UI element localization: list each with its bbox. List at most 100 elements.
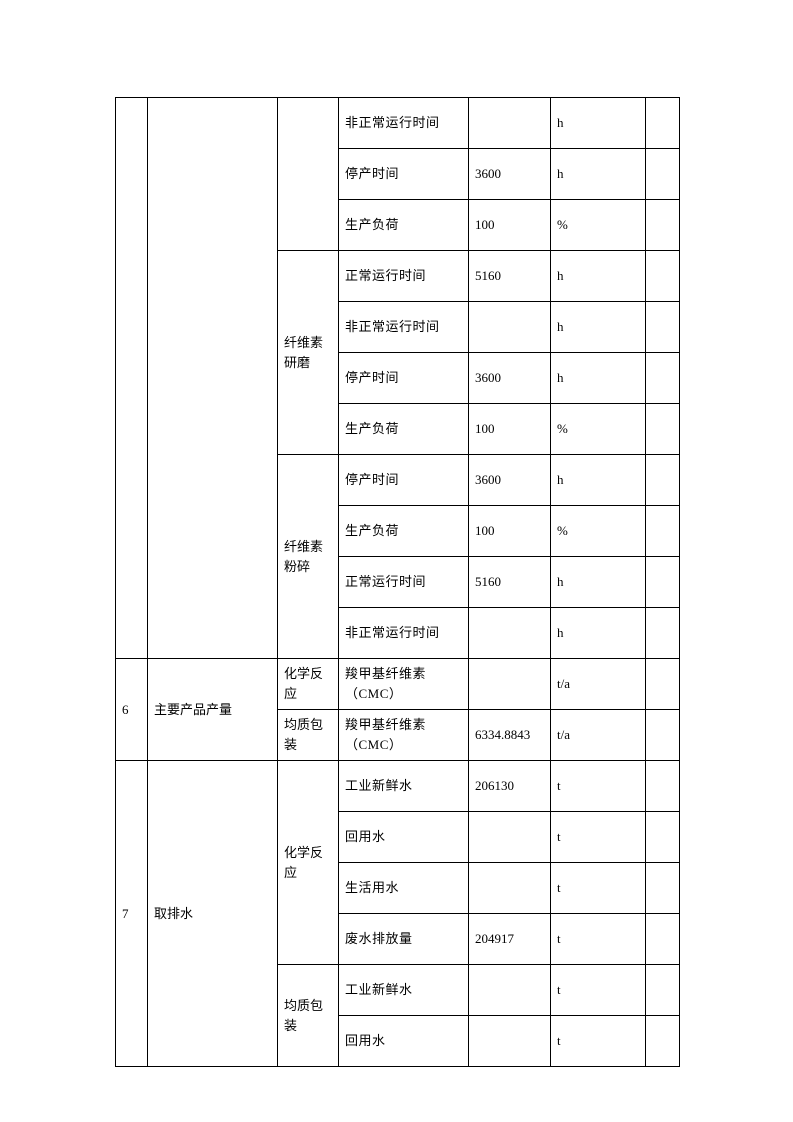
spare-cell xyxy=(645,709,680,761)
table-row: 7 取排水 化学反 应 工业新鲜水 206130 t xyxy=(115,760,680,1067)
value-cell xyxy=(468,862,551,914)
row-number-cell xyxy=(115,97,148,659)
category-cell: 取排水 xyxy=(147,760,278,1067)
spare-cell xyxy=(645,454,680,506)
spare-cell xyxy=(645,862,680,914)
value-cell: 206130 xyxy=(468,760,551,812)
table-row: 非正常运行时间 h xyxy=(116,607,680,659)
unit-cell: h xyxy=(550,352,646,404)
item-cell: 工业新鲜水 xyxy=(338,964,469,1016)
table-row: 停产时间 3600 h xyxy=(116,148,680,200)
unit-cell: t xyxy=(550,760,646,812)
unit-cell: t xyxy=(550,811,646,863)
spare-cell xyxy=(645,403,680,455)
unit-cell: h xyxy=(550,607,646,659)
value-cell xyxy=(468,658,551,710)
value-cell: 3600 xyxy=(468,454,551,506)
spare-cell xyxy=(645,913,680,965)
table-row: 非正常运行时间 h xyxy=(115,97,680,659)
spare-cell xyxy=(645,556,680,608)
spare-cell xyxy=(645,352,680,404)
item-cell: 正常运行时间 xyxy=(338,250,469,302)
unit-cell: t/a xyxy=(550,658,646,710)
table-row: 均质包 装 羧甲基纤维素 （CMC） 6334.8843 t/a xyxy=(116,709,680,761)
spare-cell xyxy=(645,607,680,659)
row-number-cell: 7 xyxy=(115,760,148,1067)
unit-cell: % xyxy=(550,403,646,455)
unit-cell: h xyxy=(550,556,646,608)
unit-cell: h xyxy=(550,454,646,506)
table-row: 均质包 装 工业新鲜水 t xyxy=(116,964,680,1067)
value-cell: 3600 xyxy=(468,352,551,404)
item-cell: 回用水 xyxy=(338,1015,469,1067)
value-cell xyxy=(468,607,551,659)
table-row: 废水排放量 204917 t xyxy=(116,913,680,965)
spare-cell xyxy=(645,811,680,863)
item-cell: 正常运行时间 xyxy=(338,556,469,608)
spare-cell xyxy=(645,148,680,200)
table-row: 停产时间 3600 h xyxy=(116,352,680,404)
item-cell: 工业新鲜水 xyxy=(338,760,469,812)
table-row: 正常运行时间 5160 h xyxy=(116,556,680,608)
unit-cell: % xyxy=(550,505,646,557)
subcategory-cell: 化学反 应 xyxy=(277,658,339,710)
process-data-table: 非正常运行时间 h 停产时间 3600 h 生产负荷 100 % 纤维素 研磨 … xyxy=(115,97,680,1067)
spare-cell xyxy=(645,250,680,302)
table-row: 6 主要产品产量 化学反 应 羧甲基纤维素 （CMC） t/a xyxy=(115,658,680,761)
value-cell: 3600 xyxy=(468,148,551,200)
unit-cell: h xyxy=(550,148,646,200)
spare-cell xyxy=(645,505,680,557)
table-row: 生产负荷 100 % xyxy=(116,199,680,251)
value-cell xyxy=(468,964,551,1016)
value-cell xyxy=(468,97,551,149)
value-cell: 100 xyxy=(468,505,551,557)
item-cell: 羧甲基纤维素 （CMC） xyxy=(338,658,469,710)
unit-cell: h xyxy=(550,250,646,302)
subcategory-cell: 纤维素 粉碎 xyxy=(277,454,339,659)
value-cell: 6334.8843 xyxy=(468,709,551,761)
item-cell: 生产负荷 xyxy=(338,403,469,455)
item-cell: 生产负荷 xyxy=(338,505,469,557)
table-row: 回用水 t xyxy=(116,811,680,863)
item-cell: 非正常运行时间 xyxy=(338,607,469,659)
category-cell xyxy=(147,97,278,659)
item-cell: 停产时间 xyxy=(338,148,469,200)
spare-cell xyxy=(645,1015,680,1067)
value-cell: 5160 xyxy=(468,556,551,608)
spare-cell xyxy=(645,199,680,251)
item-cell: 非正常运行时间 xyxy=(338,97,469,149)
item-cell: 生活用水 xyxy=(338,862,469,914)
value-cell: 5160 xyxy=(468,250,551,302)
subcategory-cell: 均质包 装 xyxy=(277,709,339,761)
unit-cell: h xyxy=(550,97,646,149)
row-number-cell: 6 xyxy=(115,658,148,761)
value-cell: 204917 xyxy=(468,913,551,965)
spare-cell xyxy=(645,97,680,149)
table-row: 生产负荷 100 % xyxy=(116,403,680,455)
subcategory-cell xyxy=(277,97,339,251)
unit-cell: % xyxy=(550,199,646,251)
item-cell: 生产负荷 xyxy=(338,199,469,251)
table-row: 回用水 t xyxy=(116,1015,680,1067)
table-row: 非正常运行时间 h xyxy=(116,301,680,353)
value-cell xyxy=(468,301,551,353)
unit-cell: h xyxy=(550,301,646,353)
spare-cell xyxy=(645,658,680,710)
subcategory-cell: 均质包 装 xyxy=(277,964,339,1067)
unit-cell: t xyxy=(550,964,646,1016)
item-cell: 停产时间 xyxy=(338,352,469,404)
value-cell xyxy=(468,1015,551,1067)
category-cell: 主要产品产量 xyxy=(147,658,278,761)
item-cell: 废水排放量 xyxy=(338,913,469,965)
unit-cell: t xyxy=(550,1015,646,1067)
unit-cell: t/a xyxy=(550,709,646,761)
spare-cell xyxy=(645,760,680,812)
item-cell: 停产时间 xyxy=(338,454,469,506)
value-cell: 100 xyxy=(468,199,551,251)
item-cell: 非正常运行时间 xyxy=(338,301,469,353)
spare-cell xyxy=(645,301,680,353)
value-cell: 100 xyxy=(468,403,551,455)
item-cell: 回用水 xyxy=(338,811,469,863)
spare-cell xyxy=(645,964,680,1016)
